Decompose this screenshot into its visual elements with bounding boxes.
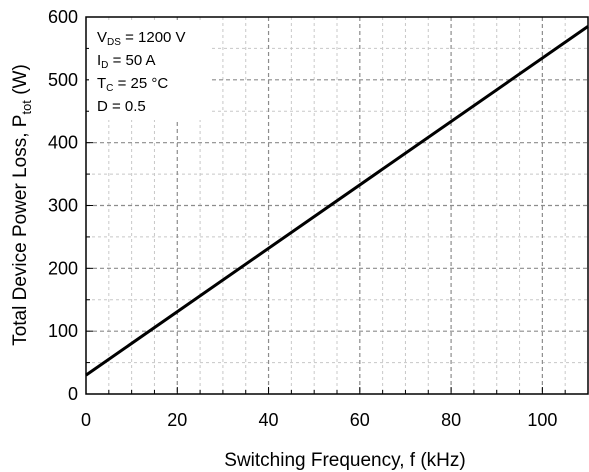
y-tick-label: 100 — [48, 321, 78, 341]
y-tick-labels: 0 100 200 300 400 500 600 — [48, 7, 78, 404]
x-tick-label: 20 — [167, 410, 187, 430]
y-tick-label: 200 — [48, 258, 78, 278]
y-tick-label: 500 — [48, 70, 78, 90]
x-tick-label: 0 — [81, 410, 91, 430]
y-tick-label: 400 — [48, 133, 78, 153]
series-group — [85, 25, 589, 377]
condition-line: TC = 25 °C — [97, 75, 168, 94]
y-tick-label: 300 — [48, 196, 78, 216]
x-axis-label: Switching Frequency, f (kHz) — [224, 450, 465, 471]
condition-line: D = 0.5 — [97, 98, 146, 115]
y-axis-label: Total Device Power Loss, Ptot (W) — [10, 64, 34, 346]
y-tick-label: 0 — [68, 384, 78, 404]
conditions-annotation: VDS = 1200 V ID = 50 A TC = 25 °C D = 0.5 — [97, 29, 186, 115]
y-tick-label: 600 — [48, 7, 78, 27]
x-tick-label: 60 — [350, 410, 370, 430]
y-axis-label-main: Total Device Power Loss, P — [10, 115, 31, 346]
condition-line: ID = 50 A — [97, 52, 156, 71]
conditions-box — [89, 20, 209, 120]
power-loss-line — [85, 25, 589, 377]
x-tick-label: 40 — [259, 410, 279, 430]
y-axis-label-sub: tot — [19, 100, 34, 115]
x-tick-labels: 0 20 40 60 80 100 — [81, 410, 557, 430]
tick-marks — [85, 16, 589, 395]
y-axis-label-unit: (W) — [10, 64, 31, 100]
x-tick-label: 100 — [527, 410, 557, 430]
x-tick-label: 80 — [441, 410, 461, 430]
condition-line: VDS = 1200 V — [97, 29, 186, 48]
